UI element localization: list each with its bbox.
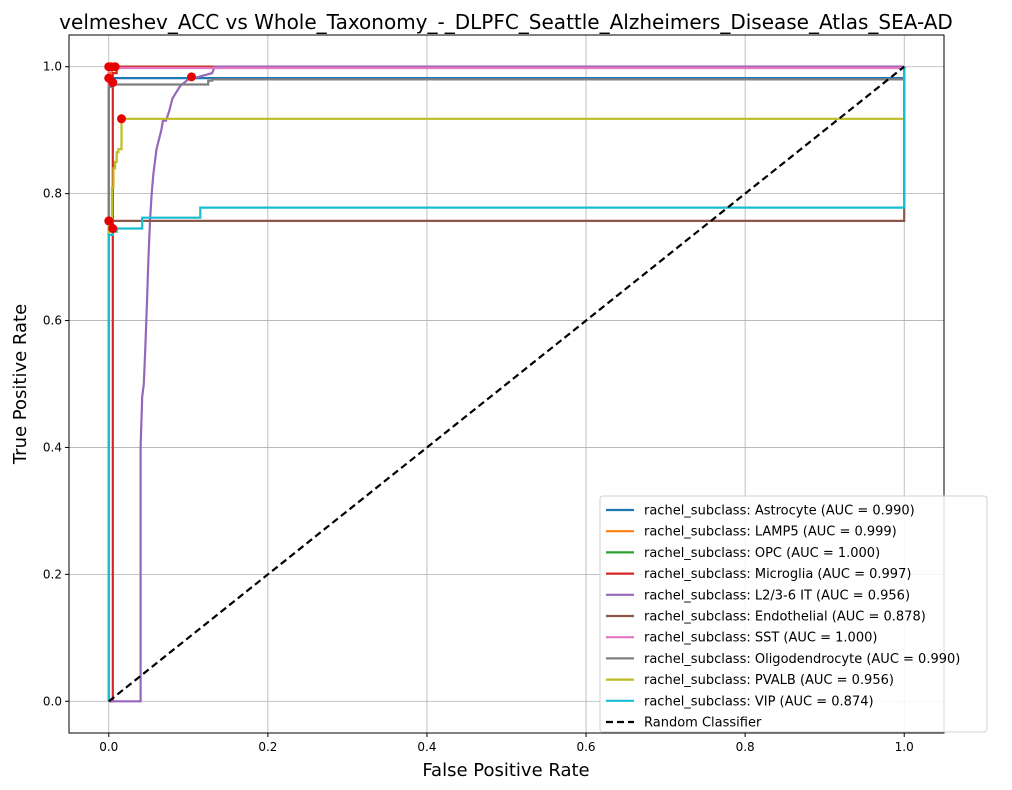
y-tick-label: 0.4: [43, 440, 62, 454]
x-tick-label: 0.4: [417, 740, 436, 754]
y-ticks: 0.0 0.2 0.4 0.6 0.8 1.0: [43, 60, 69, 708]
threshold-marker: [117, 114, 126, 124]
y-tick-label: 0.2: [43, 567, 62, 581]
legend-entry: rachel_subclass: OPC (AUC = 1.000): [644, 546, 880, 561]
threshold-marker: [108, 78, 118, 88]
x-tick-label: 1.0: [895, 740, 914, 754]
legend-entry: rachel_subclass: Oligodendrocyte (AUC = …: [644, 652, 960, 667]
legend-entry: rachel_subclass: Endothelial (AUC = 0.87…: [644, 610, 926, 625]
legend: rachel_subclass: Astrocyte (AUC = 0.990)…: [599, 495, 988, 733]
legend-entry: rachel_subclass: Microglia (AUC = 0.997): [644, 567, 911, 582]
legend-entry: rachel_subclass: Astrocyte (AUC = 0.990): [644, 504, 915, 519]
y-tick-label: 0.0: [43, 694, 62, 708]
plot-frame: [68, 34, 945, 734]
x-ticks: 0.0 0.2 0.4 0.6 0.8 1.0: [99, 733, 914, 754]
threshold-marker: [110, 62, 120, 72]
y-tick-label: 0.6: [43, 314, 62, 328]
chart-title: velmeshev_ACC vs Whole_Taxonomy_-_DLPFC_…: [59, 10, 953, 34]
series-line-9: [107, 66, 906, 702]
legend-entry: Random Classifier: [644, 716, 762, 731]
threshold-marker: [104, 216, 114, 226]
threshold-marker: [187, 72, 196, 82]
series-line-10: [108, 65, 905, 703]
series-line-8: [107, 117, 905, 702]
y-axis-label: True Positive Rate: [10, 304, 31, 465]
series-line-7: [107, 66, 906, 702]
legend-entry: rachel_subclass: LAMP5 (AUC = 0.999): [644, 525, 897, 540]
x-tick-label: 0.6: [576, 740, 595, 754]
x-tick-label: 0.2: [258, 740, 277, 754]
x-tick-label: 0.0: [99, 740, 118, 754]
legend-entry: rachel_subclass: L2/3-6 IT (AUC = 0.956): [644, 588, 910, 603]
y-tick-label: 1.0: [43, 60, 62, 74]
legend-entry: rachel_subclass: VIP (AUC = 0.874): [644, 694, 874, 709]
x-axis-label: False Positive Rate: [422, 760, 589, 781]
legend-box: [599, 495, 988, 733]
legend-entry: rachel_subclass: SST (AUC = 1.000): [644, 631, 877, 646]
x-tick-label: 0.8: [736, 740, 755, 754]
y-tick-label: 0.8: [43, 187, 62, 201]
threshold-markers: [104, 62, 196, 234]
legend-entry: rachel_subclass: PVALB (AUC = 0.956): [644, 673, 894, 688]
threshold-marker: [108, 224, 118, 234]
